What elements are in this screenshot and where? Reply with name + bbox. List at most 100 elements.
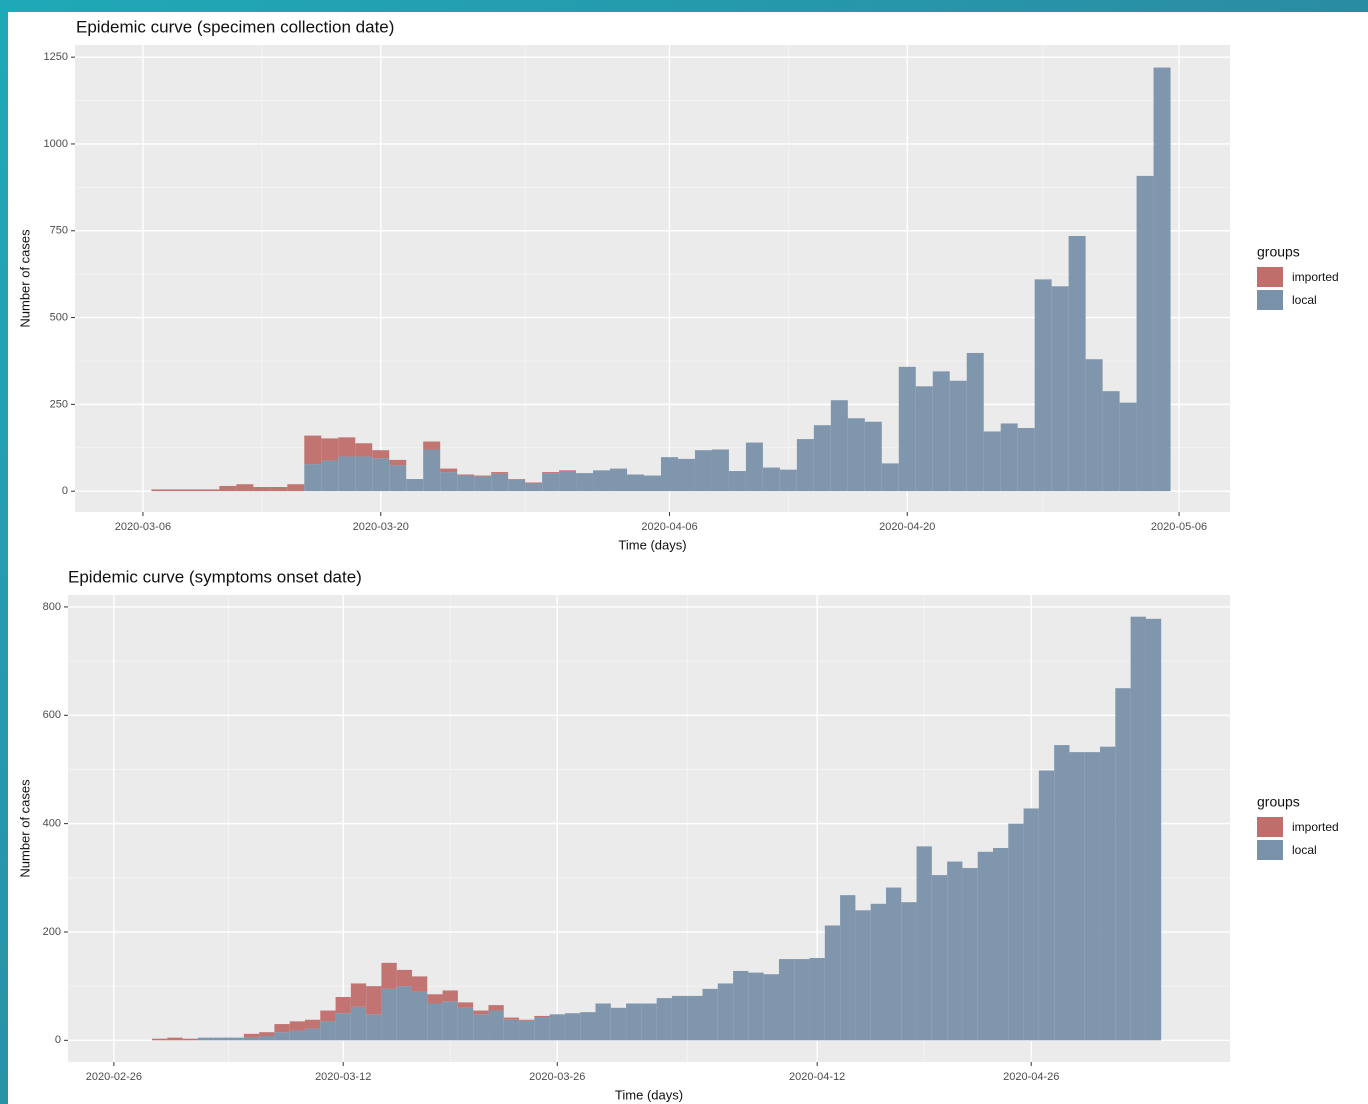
bar-segment <box>243 1037 260 1041</box>
x-tick-label: 2020-03-26 <box>529 1071 585 1083</box>
bar-segment <box>559 470 577 472</box>
bar-segment <box>474 476 492 492</box>
bar-segment <box>932 371 950 492</box>
legend-label: imported <box>1292 270 1339 284</box>
bar-segment <box>321 438 339 461</box>
bar-segment <box>335 996 351 1014</box>
y-tick-label: 400 <box>43 818 61 830</box>
bar-segment <box>1119 402 1137 492</box>
bar-segment <box>151 489 169 492</box>
bar-segment <box>1115 688 1131 1041</box>
legend-label: local <box>1292 293 1317 307</box>
bar-segment <box>580 1012 596 1041</box>
bar-segment <box>396 969 413 987</box>
bar-segment <box>355 456 373 492</box>
bar-segment <box>321 460 339 492</box>
bar-segment <box>372 458 390 492</box>
y-tick-label: 800 <box>43 601 61 613</box>
bar-segment <box>745 442 763 492</box>
bar-segment <box>794 959 810 1041</box>
bar-segment <box>440 468 458 473</box>
chart-title: Epidemic curve (specimen collection date… <box>76 17 394 36</box>
bar-segment <box>947 861 963 1041</box>
bar-segment <box>406 479 424 492</box>
bar-segment <box>152 1038 168 1041</box>
bar-segment <box>412 976 428 992</box>
bar-segment <box>508 479 526 480</box>
chart-title: Epidemic curve (symptoms onset date) <box>68 567 362 586</box>
bar-segment <box>491 472 509 474</box>
bar-segment <box>534 1017 550 1041</box>
bar-segment <box>796 439 814 492</box>
bar-segment <box>840 895 856 1041</box>
bar-segment <box>185 489 203 492</box>
bar-segment <box>915 386 933 492</box>
x-tick-label: 2020-04-12 <box>789 1071 845 1083</box>
bar-segment <box>366 1014 382 1041</box>
bar-segment <box>525 483 543 492</box>
bar-segment <box>1038 770 1055 1041</box>
y-axis-title: Number of cases <box>17 229 32 328</box>
bar-segment <box>474 475 492 477</box>
bar-segment <box>593 470 611 492</box>
bar-segment <box>813 425 831 492</box>
y-tick-label: 0 <box>55 1034 61 1046</box>
bar-segment <box>885 887 902 1041</box>
bar-segment <box>870 903 886 1041</box>
bar-segment <box>427 1003 443 1041</box>
bar-segment <box>717 983 734 1041</box>
bar-segment <box>534 1015 550 1018</box>
bar-segment <box>508 479 526 492</box>
legend-label: imported <box>1292 820 1339 834</box>
bar-segment <box>916 846 932 1041</box>
bar-segment <box>830 400 848 492</box>
bar-segment <box>389 465 407 492</box>
bar-segment <box>1000 423 1018 492</box>
bar-segment <box>427 994 443 1004</box>
bar-segment <box>338 456 356 492</box>
bar-segment <box>274 1024 290 1033</box>
bar-segment <box>702 988 718 1041</box>
bar-segment <box>304 1019 321 1029</box>
bar-segment <box>289 1030 305 1041</box>
bar-segment <box>168 489 186 492</box>
bar-segment <box>641 1003 657 1041</box>
bar-segment <box>389 459 407 466</box>
y-tick-label: 500 <box>50 311 68 323</box>
bar-segment <box>488 1005 504 1011</box>
bar-segment <box>1051 286 1069 492</box>
bar-segment <box>287 484 305 492</box>
bar-segment <box>711 449 729 492</box>
bar-segment <box>644 475 661 492</box>
bar-segment <box>197 1037 214 1041</box>
bar-segment <box>1136 175 1154 492</box>
bar-segment <box>503 1019 520 1041</box>
bar-segment <box>809 957 825 1041</box>
y-axis-title: Number of cases <box>17 779 32 878</box>
bar-segment <box>1023 808 1039 1041</box>
bar-segment <box>542 472 560 474</box>
bar-segment <box>1069 752 1085 1041</box>
bar-segment <box>412 991 428 1041</box>
bar-segment <box>966 352 984 492</box>
bar-segment <box>855 910 871 1041</box>
y-tick-label: 200 <box>43 926 61 938</box>
bar-segment <box>525 482 543 484</box>
bar-segment <box>656 998 672 1041</box>
legend-key <box>1257 267 1283 287</box>
bar-segment <box>253 487 271 492</box>
bar-segment <box>1145 618 1162 1041</box>
bar-segment <box>259 1035 275 1041</box>
bar-segment <box>687 995 703 1041</box>
bar-segment <box>457 1002 474 1008</box>
bar-segment <box>977 851 994 1041</box>
x-tick-label: 2020-04-26 <box>1003 1071 1059 1083</box>
bar-segment <box>847 418 865 492</box>
bar-segment <box>228 1037 244 1041</box>
bar-segment <box>289 1021 305 1031</box>
bar-segment <box>610 468 628 492</box>
legend-key <box>1257 817 1283 837</box>
bar-segment <box>270 487 288 492</box>
legend-title: groups <box>1257 794 1300 810</box>
